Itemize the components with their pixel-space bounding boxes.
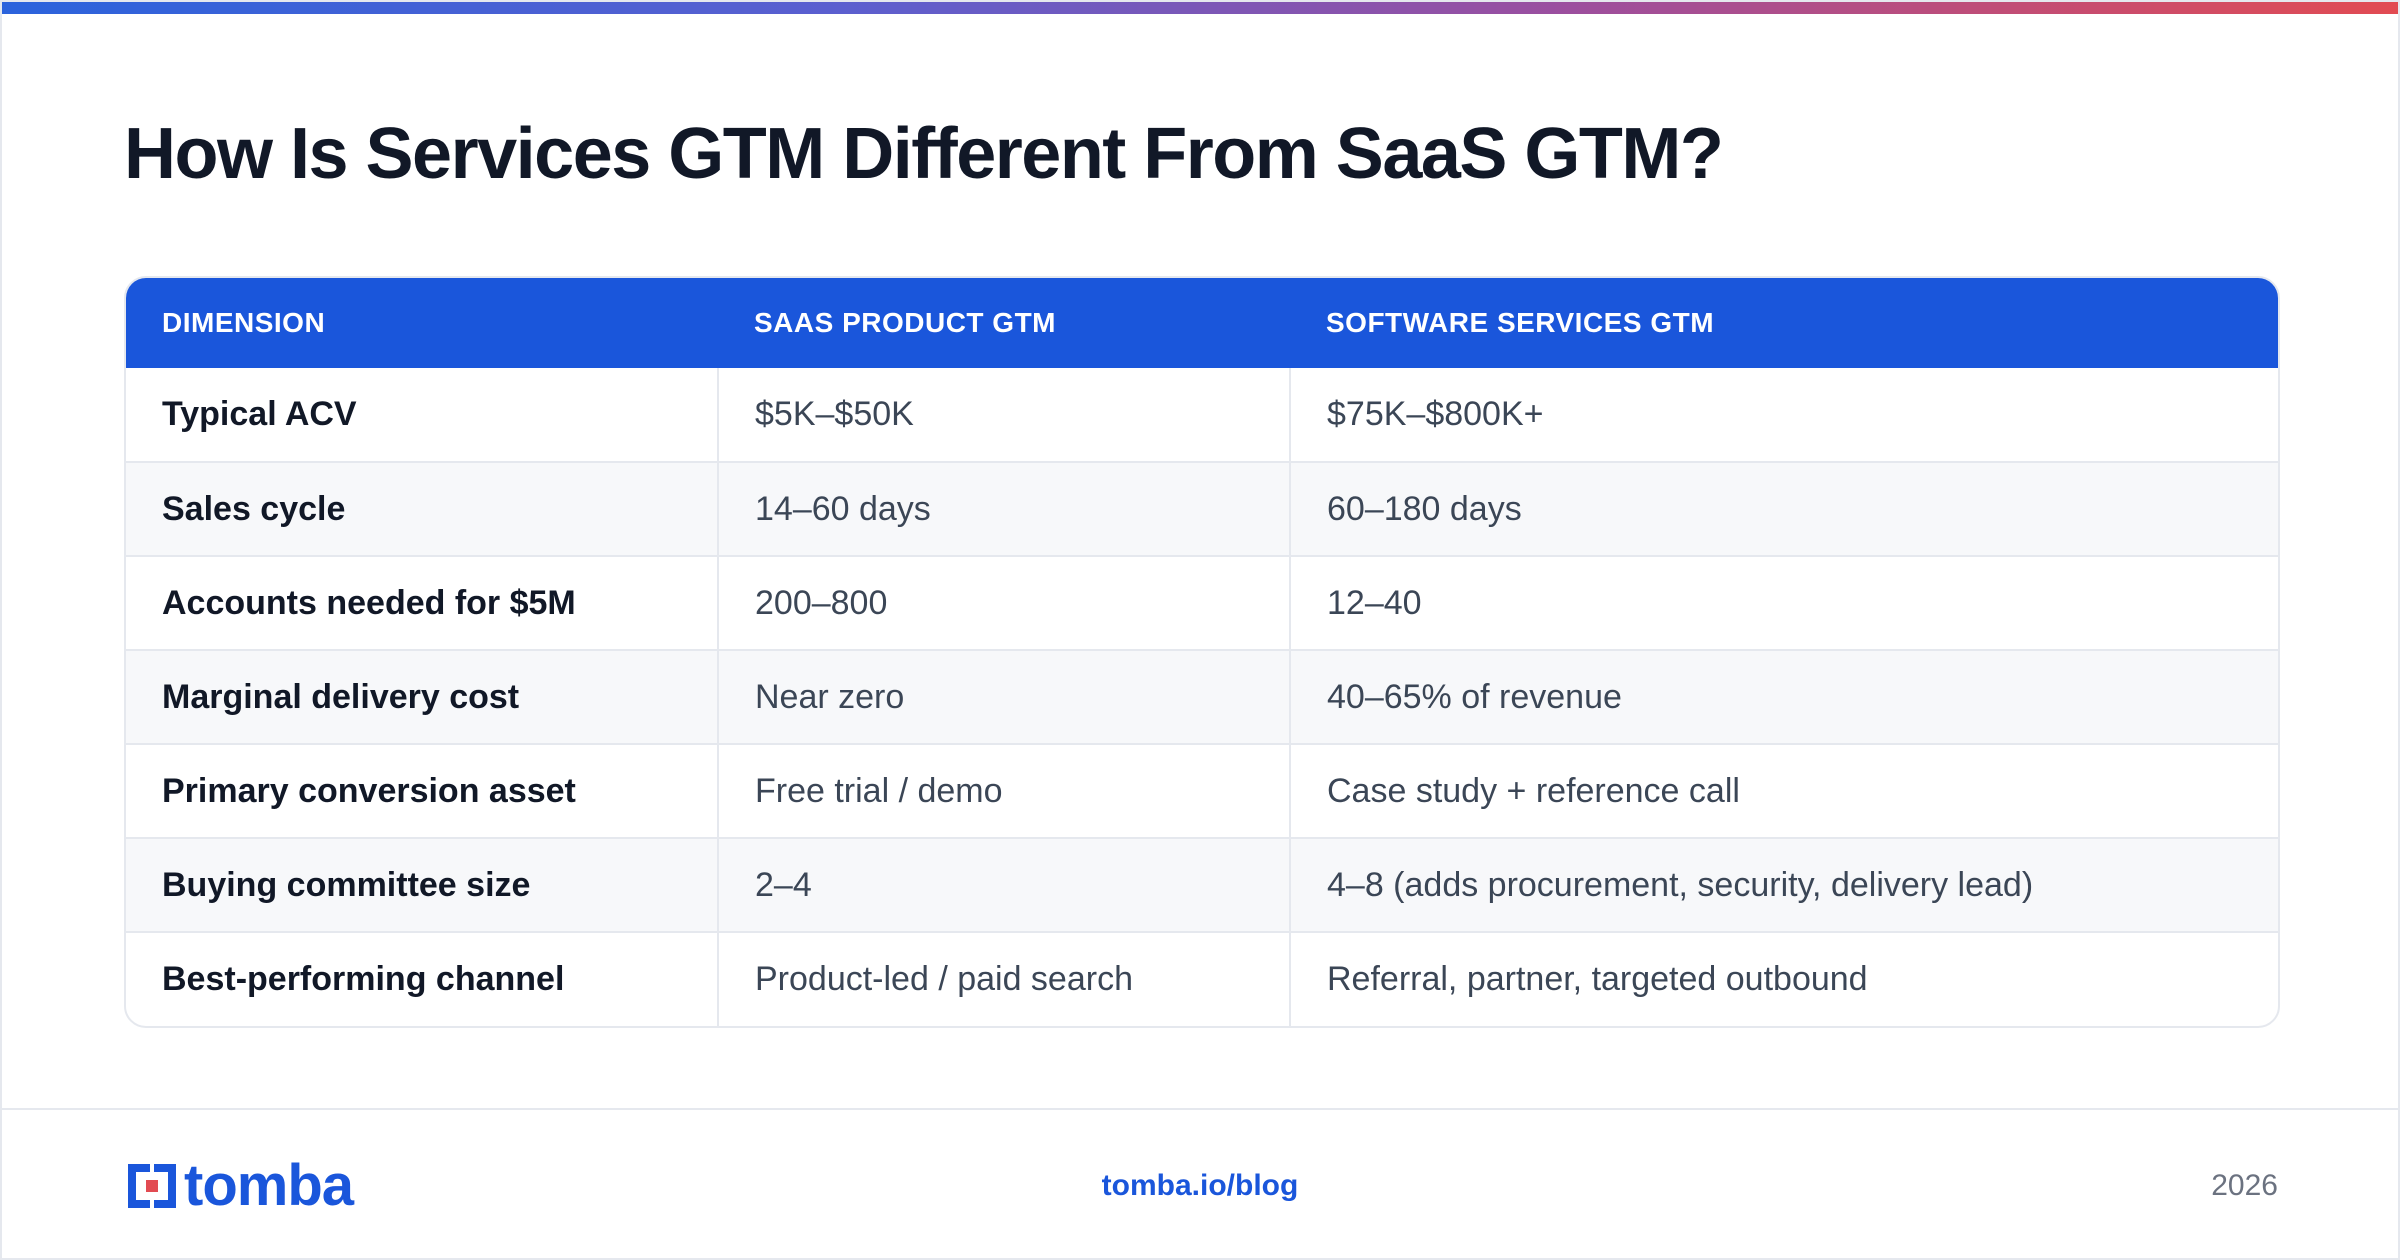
column-header-saas: SAAS PRODUCT GTM: [754, 307, 1056, 338]
row-services-value: 40–65% of revenue: [1289, 650, 2278, 744]
table-header-row: DIMENSION SAAS PRODUCT GTM SOFTWARE SERV…: [126, 278, 2278, 368]
row-services-value: $75K–$800K+: [1289, 368, 2278, 462]
table-row: Primary conversion asset Free trial / de…: [126, 744, 2278, 838]
top-gradient-bar: [2, 2, 2398, 14]
row-saas-value: $5K–$50K: [717, 368, 1290, 462]
row-saas-value: 2–4: [717, 838, 1290, 932]
blog-link[interactable]: tomba.io/blog: [1101, 1169, 1299, 1202]
row-dimension: Best-performing channel: [162, 960, 565, 998]
row-services-value: Referral, partner, targeted outbound: [1289, 932, 2278, 1026]
row-dimension: Buying committee size: [162, 865, 531, 904]
row-saas-value: 14–60 days: [717, 462, 1290, 556]
row-services-value: 4–8 (adds procurement, security, deliver…: [1289, 838, 2278, 932]
row-dimension: Accounts needed for $5M: [162, 583, 576, 622]
row-dimension: Typical ACV: [162, 395, 357, 433]
row-saas-value: Free trial / demo: [717, 744, 1290, 838]
table-row: Accounts needed for $5M 200–800 12–40: [126, 556, 2278, 650]
table-row: Best-performing channel Product-led / pa…: [126, 932, 2278, 1026]
row-dimension: Marginal delivery cost: [162, 677, 520, 716]
page-title: How Is Services GTM Different From SaaS …: [124, 114, 1724, 194]
column-header-dimension: DIMENSION: [162, 307, 326, 338]
comparison-table: DIMENSION SAAS PRODUCT GTM SOFTWARE SERV…: [124, 276, 2280, 1028]
table-row: Sales cycle 14–60 days 60–180 days: [126, 462, 2278, 556]
row-saas-value: 200–800: [717, 556, 1290, 650]
row-services-value: 12–40: [1289, 556, 2278, 650]
row-saas-value: Near zero: [717, 650, 1290, 744]
column-header-services: SOFTWARE SERVICES GTM: [1326, 307, 1715, 338]
tomba-logo-icon: [124, 1160, 180, 1212]
footer-year: 2026: [2211, 1169, 2278, 1202]
row-dimension: Primary conversion asset: [162, 771, 576, 810]
row-saas-value: Product-led / paid search: [717, 932, 1290, 1026]
table-row: Typical ACV $5K–$50K $75K–$800K+: [126, 368, 2278, 462]
tomba-logo: tomba: [124, 1153, 354, 1218]
footer-divider: [2, 1108, 2398, 1110]
row-services-value: Case study + reference call: [1289, 744, 2278, 838]
row-dimension: Sales cycle: [162, 489, 346, 528]
row-services-value: 60–180 days: [1289, 462, 2278, 556]
comparison-table-grid: DIMENSION SAAS PRODUCT GTM SOFTWARE SERV…: [126, 278, 2278, 1026]
table-row: Marginal delivery cost Near zero 40–65% …: [126, 650, 2278, 744]
logo-wordmark: tomba: [184, 1153, 354, 1218]
table-row: Buying committee size 2–4 4–8 (adds proc…: [126, 838, 2278, 932]
